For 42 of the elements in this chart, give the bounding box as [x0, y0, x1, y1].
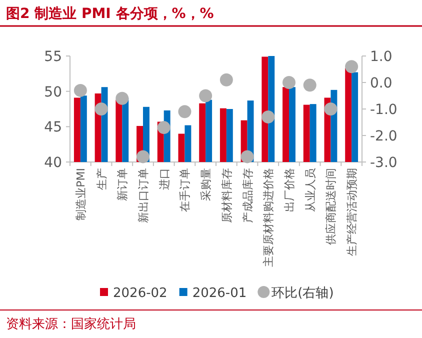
y2-tick-label: -3.0 [370, 155, 398, 171]
legend-label: 2026-01 [192, 286, 247, 301]
x-tick-label: 在手订单 [178, 168, 192, 212]
x-tick-label: 供应商配送时间 [324, 168, 338, 245]
legend-label: 2026-02 [113, 286, 168, 301]
x-tick-label: 出厂价格 [283, 168, 296, 212]
y-tick-label: 55 [44, 49, 62, 65]
y2-tick-label: 1.0 [370, 49, 392, 65]
x-tick-label: 产成品库存 [241, 168, 254, 223]
y2-tick-label: -1.0 [370, 102, 398, 118]
y-tick-label: 45 [44, 120, 62, 136]
point [136, 150, 150, 164]
x-tick-label: 新订单 [116, 168, 130, 201]
y-tick-label: 40 [44, 155, 62, 171]
point [74, 84, 87, 97]
x-tick-label: 采购量 [200, 168, 213, 201]
y2-tick-label: 0.0 [370, 76, 392, 92]
point [240, 150, 254, 164]
point [94, 102, 108, 116]
y2-tick-label: -2.0 [370, 128, 398, 144]
x-tick-label: 生产经营活动预期 [346, 168, 359, 256]
point [303, 78, 316, 92]
point [178, 105, 192, 118]
chart-title: 图2 制造业 PMI 各分项，%，% [6, 6, 214, 22]
x-tick-label: 主要原材料购进价格 [262, 168, 276, 267]
text: 资料来源：国家统计局 [6, 316, 136, 332]
x-tick-label: 原材料库存 [220, 168, 234, 223]
x-tick-label: 新出口订单 [137, 168, 150, 223]
point [345, 60, 358, 74]
point [116, 92, 129, 105]
point [324, 102, 338, 116]
x-tick-label: 进口 [158, 168, 171, 190]
x-tick-label: 制造业PMI [74, 168, 88, 220]
point [157, 121, 170, 134]
x-tick-label: 从业人员 [304, 168, 317, 212]
legend-label: 环比(右轴) [272, 286, 334, 301]
y-tick-label: 50 [44, 84, 62, 100]
x-tick-label: 生产 [95, 168, 108, 190]
point [220, 73, 233, 86]
point [262, 110, 275, 124]
point [199, 89, 212, 102]
point [282, 76, 296, 89]
